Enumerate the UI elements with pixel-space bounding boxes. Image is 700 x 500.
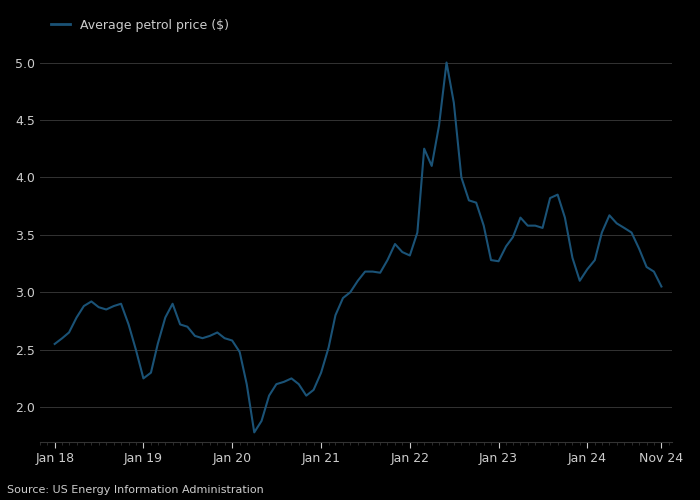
Text: Source: US Energy Information Administration: Source: US Energy Information Administra…: [7, 485, 264, 495]
Legend: Average petrol price ($): Average petrol price ($): [46, 14, 234, 36]
